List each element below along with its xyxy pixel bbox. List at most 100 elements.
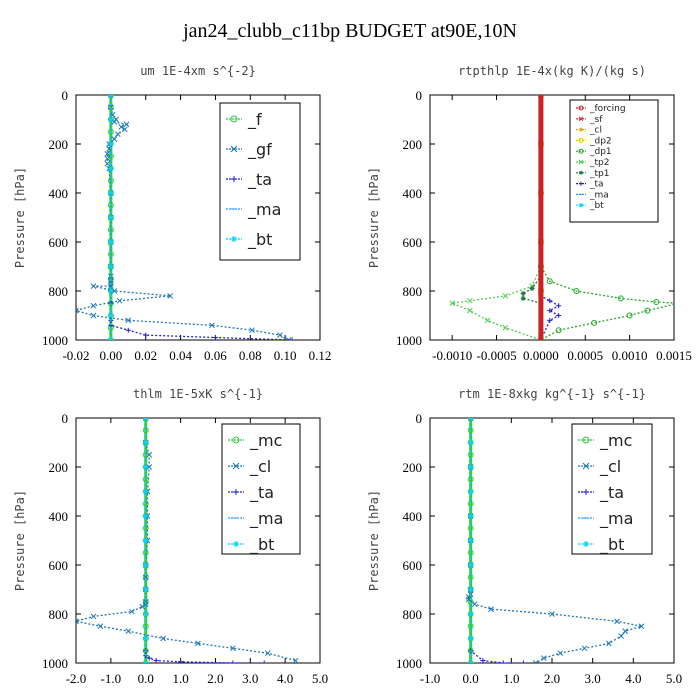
data-point <box>212 335 218 340</box>
data-point <box>146 451 153 458</box>
y-tick-label: 800 <box>403 607 423 622</box>
chart-title: rtm 1E-8xkg kg^{-1} s^{-1} <box>458 387 646 401</box>
data-point <box>153 658 159 663</box>
data-point <box>277 332 283 338</box>
chart-panel-2: rtpthlp 1E-4x(kg K)/(kg s) -0.0010 -0.0005… <box>367 64 692 363</box>
x-tick-label: 0.12 <box>309 348 332 363</box>
data-point <box>618 633 624 639</box>
data-point <box>638 623 645 630</box>
legend-label: _ma <box>249 509 283 529</box>
y-tick-label: 600 <box>403 235 423 250</box>
data-point <box>111 119 118 125</box>
legend-marker <box>582 436 590 444</box>
legend-label: _ta <box>247 170 272 190</box>
data-point <box>500 660 506 663</box>
y-tick-label: 800 <box>49 607 69 622</box>
data-point <box>230 660 236 663</box>
legend-marker <box>232 462 240 470</box>
data-point <box>467 451 474 458</box>
data-point <box>529 286 535 292</box>
legend-label: _dp1 <box>589 147 612 157</box>
data-point <box>108 288 114 294</box>
legend-box <box>221 423 301 555</box>
data-point <box>104 160 111 167</box>
series-group <box>76 95 295 340</box>
series-line-cl <box>76 418 296 662</box>
plot-frame <box>429 94 675 341</box>
data-point <box>104 155 111 162</box>
data-point <box>143 562 149 568</box>
data-point <box>142 451 149 458</box>
x-tick-label: 1.0 <box>503 671 519 686</box>
data-point <box>541 655 547 661</box>
data-point <box>261 660 267 663</box>
y-axis-label: Pressure [hPa] <box>13 167 27 268</box>
legend-marker <box>230 115 238 123</box>
data-point <box>178 659 184 663</box>
data-point <box>143 489 149 494</box>
legend-label: _ma <box>599 509 633 529</box>
data-point <box>502 293 509 299</box>
chart-panel-1: um 1E-4xm s^{-2} -0.02 0.00 0.02 0.04 0.06 0.0… <box>13 64 331 363</box>
data-point <box>520 290 526 296</box>
x-tick-label: 5.0 <box>666 671 682 686</box>
y-tick-label: 600 <box>49 235 69 250</box>
legend-marker <box>578 116 584 122</box>
legend-box <box>569 99 659 223</box>
data-point <box>556 303 562 309</box>
data-point <box>108 141 114 147</box>
chart-panel-4: rtm 1E-8xkg kg^{-1} s^{-1} -1.0 0.0 1.0 2.0 3… <box>367 387 682 686</box>
data-point <box>606 640 612 647</box>
legend-label: _bt <box>589 201 604 211</box>
data-point <box>108 264 114 269</box>
data-point <box>114 131 121 138</box>
data-point <box>97 623 104 630</box>
legend-box <box>571 423 653 555</box>
y-axis-label: Pressure [hPa] <box>13 490 27 591</box>
data-point <box>488 606 494 612</box>
legend-label: _tp1 <box>589 169 609 179</box>
data-point <box>468 660 474 663</box>
data-point <box>644 307 651 314</box>
data-point <box>591 319 598 326</box>
data-point <box>547 317 553 323</box>
data-point <box>547 308 553 314</box>
x-tick-label: 2.0 <box>207 671 223 686</box>
legend-label: _cl <box>249 457 271 477</box>
data-point <box>546 278 553 285</box>
data-point <box>467 476 474 483</box>
series-line-ta <box>540 95 560 340</box>
legend-label: _mc <box>249 431 282 451</box>
series-group <box>449 95 674 340</box>
legend-marker <box>583 489 589 495</box>
series-line-tp2 <box>449 95 542 340</box>
x-tick-label: 0.08 <box>239 348 262 363</box>
legend-label: _dp2 <box>589 136 612 146</box>
data-point <box>465 596 472 603</box>
data-point <box>484 317 491 324</box>
data-point <box>139 603 146 610</box>
data-point <box>108 190 114 196</box>
data-point <box>143 332 149 338</box>
data-point <box>249 327 255 334</box>
x-tick-label: 4.0 <box>277 671 293 686</box>
data-point <box>468 489 474 494</box>
legend-label: _bt <box>247 230 272 250</box>
data-point <box>614 618 620 625</box>
data-point <box>108 337 114 340</box>
legend-marker <box>583 541 589 547</box>
data-point <box>467 307 473 314</box>
data-point <box>108 117 114 122</box>
data-point <box>467 297 473 304</box>
x-tick-label: 0.0000 <box>523 348 559 363</box>
data-point <box>468 611 474 617</box>
y-tick-label: 200 <box>49 137 69 152</box>
x-tick-label: -0.0005 <box>476 348 516 363</box>
data-point <box>104 150 111 157</box>
legend-label: _tp2 <box>589 158 609 168</box>
data-point <box>108 215 114 220</box>
x-tick-label: 0.00 <box>99 348 122 363</box>
data-point <box>143 538 149 543</box>
legend-marker <box>578 105 584 111</box>
x-tick-label: -1.0 <box>420 671 441 686</box>
